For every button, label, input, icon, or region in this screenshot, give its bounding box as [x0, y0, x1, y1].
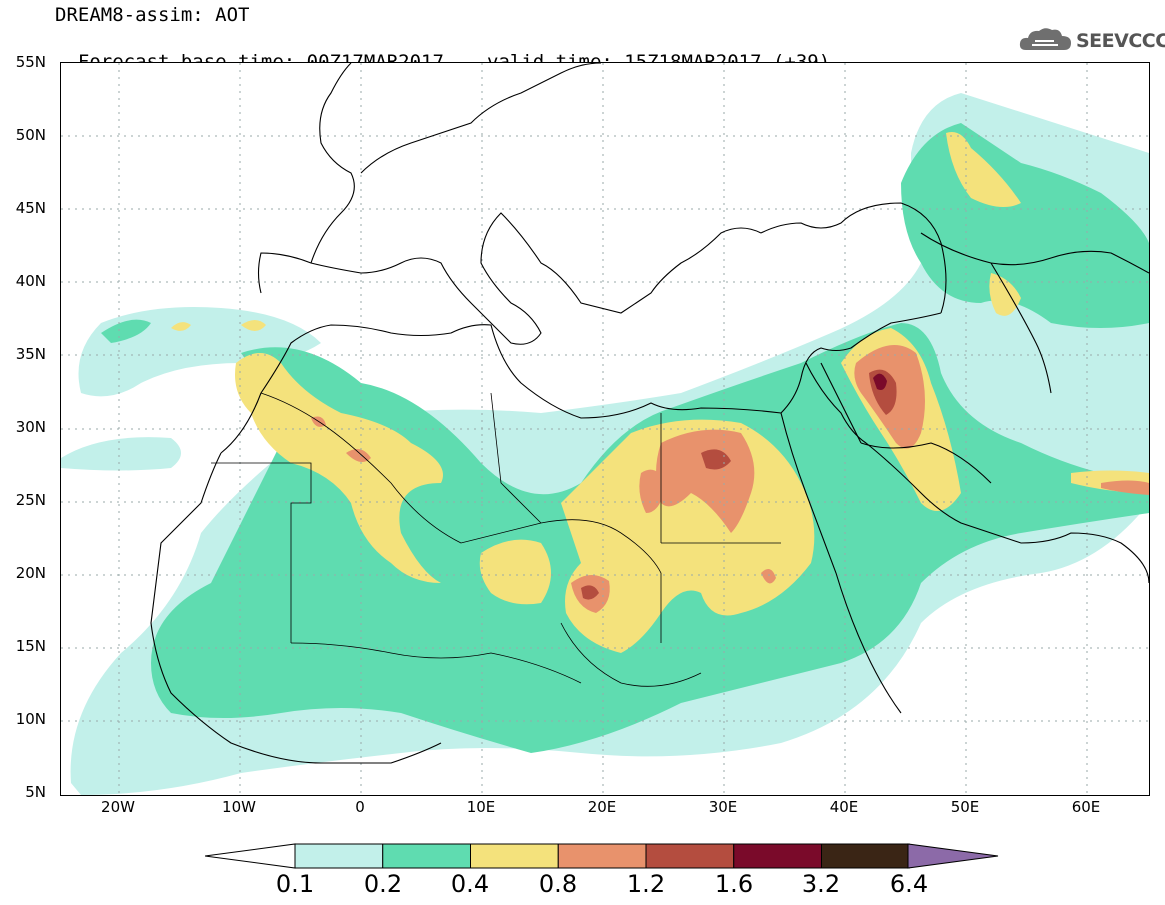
colorbar-label: 1.2 — [626, 870, 666, 898]
lat-tick-label: 5N — [25, 783, 46, 801]
lon-tick-label: 40E — [829, 798, 859, 816]
cloud-icon — [1019, 28, 1071, 50]
graticule — [61, 63, 1149, 795]
lon-tick-label: 0 — [355, 798, 365, 816]
colorbar-label: 0.4 — [450, 870, 490, 898]
colorbar-lower-arrow — [205, 843, 296, 869]
lon-tick-label: 10E — [466, 798, 496, 816]
logo-text: SEEVCCC — [1076, 30, 1165, 52]
country-borders — [211, 392, 781, 687]
colorbar-box — [382, 843, 471, 869]
colorbar-box — [557, 843, 647, 869]
colorbar-label: 1.6 — [714, 870, 754, 898]
coastlines — [150, 63, 1149, 764]
colorbar — [205, 843, 999, 869]
colorbar-box — [470, 843, 559, 869]
colorbar-label: 0.2 — [363, 870, 403, 898]
colorbar-box — [645, 843, 735, 869]
lon-tick-label: 50E — [950, 798, 980, 816]
colorbar-box — [821, 843, 910, 869]
colorbar-upper-arrow — [907, 843, 999, 869]
lon-tick-label: 10W — [222, 798, 256, 816]
colorbar-box — [294, 843, 384, 869]
colorbar-label: 0.8 — [538, 870, 578, 898]
map-title: DREAM8-assim: AOT — [55, 4, 250, 26]
lat-tick-label: 10N — [15, 710, 46, 728]
aot-level-0.2 — [101, 123, 1149, 753]
lon-tick-label: 20W — [101, 798, 135, 816]
lat-tick-label: 20N — [15, 564, 46, 582]
aot-map — [60, 62, 1150, 796]
lat-tick-label: 45N — [15, 199, 46, 217]
lat-tick-label: 35N — [15, 345, 46, 363]
lat-tick-label: 15N — [15, 637, 46, 655]
colorbar-label: 6.4 — [889, 870, 929, 898]
colorbar-box — [733, 843, 822, 869]
colorbar-label: 0.1 — [275, 870, 315, 898]
lat-tick-label: 50N — [15, 126, 46, 144]
seevccc-logo: SEEVCCC — [1018, 26, 1165, 54]
aot-level-1.6 — [873, 373, 887, 390]
lat-tick-label: 55N — [15, 53, 46, 71]
lat-tick-label: 25N — [15, 491, 46, 509]
colorbar-boxes — [294, 843, 910, 869]
lat-tick-label: 30N — [15, 418, 46, 436]
lon-tick-label: 20E — [587, 798, 617, 816]
lon-tick-label: 30E — [708, 798, 738, 816]
lat-tick-label: 40N — [15, 272, 46, 290]
lon-tick-label: 60E — [1071, 798, 1101, 816]
colorbar-label: 3.2 — [801, 870, 841, 898]
